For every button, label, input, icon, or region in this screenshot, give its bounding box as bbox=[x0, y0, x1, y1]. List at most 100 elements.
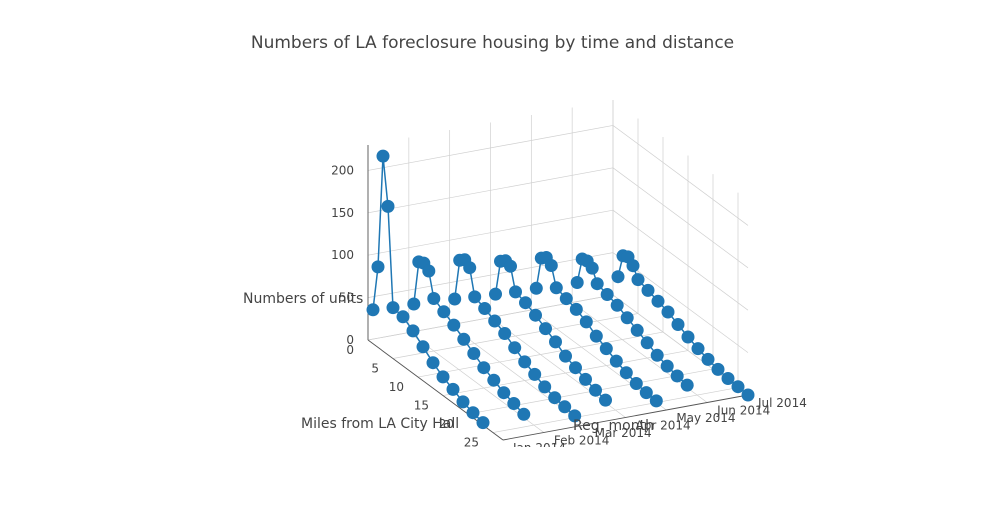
data-point[interactable] bbox=[407, 297, 421, 311]
data-point[interactable] bbox=[447, 318, 461, 332]
data-point[interactable] bbox=[599, 342, 613, 356]
data-point[interactable] bbox=[518, 355, 532, 369]
data-point[interactable] bbox=[468, 290, 482, 304]
data-point[interactable] bbox=[711, 362, 725, 376]
data-point[interactable] bbox=[629, 377, 643, 390]
data-point[interactable] bbox=[569, 302, 583, 316]
data-point[interactable] bbox=[489, 287, 502, 301]
data-point[interactable] bbox=[498, 327, 512, 340]
data-point[interactable] bbox=[436, 370, 450, 384]
data-point[interactable] bbox=[381, 199, 395, 213]
data-point[interactable] bbox=[641, 283, 655, 297]
data-point[interactable] bbox=[620, 311, 634, 325]
data-point[interactable] bbox=[446, 382, 460, 396]
data-point[interactable] bbox=[626, 259, 640, 273]
data-point[interactable] bbox=[426, 356, 440, 370]
z-tick-label: 200 bbox=[331, 163, 354, 177]
x-tick-label: 0 bbox=[346, 343, 354, 357]
data-point[interactable] bbox=[528, 367, 542, 381]
data-point[interactable] bbox=[466, 406, 480, 420]
data-point[interactable] bbox=[680, 378, 694, 392]
data-point[interactable] bbox=[651, 294, 665, 308]
y-tick-label: May 2014 bbox=[676, 411, 735, 425]
data-point[interactable] bbox=[559, 349, 572, 363]
data-point[interactable] bbox=[478, 302, 492, 315]
data-point[interactable] bbox=[538, 380, 552, 394]
data-point[interactable] bbox=[650, 348, 664, 362]
data-point[interactable] bbox=[569, 361, 582, 375]
data-point[interactable] bbox=[504, 259, 517, 273]
data-point[interactable] bbox=[640, 336, 654, 350]
data-point[interactable] bbox=[497, 386, 511, 400]
data-point[interactable] bbox=[670, 369, 684, 383]
data-point[interactable] bbox=[579, 372, 592, 386]
data-point[interactable] bbox=[477, 361, 491, 375]
data-point[interactable] bbox=[544, 259, 558, 272]
data-point[interactable] bbox=[619, 366, 633, 380]
data-point[interactable] bbox=[456, 395, 470, 409]
data-point[interactable] bbox=[376, 149, 390, 163]
data-point[interactable] bbox=[488, 314, 502, 328]
data-point[interactable] bbox=[589, 329, 603, 343]
data-point[interactable] bbox=[639, 386, 653, 400]
data-point[interactable] bbox=[570, 276, 584, 289]
data-point[interactable] bbox=[548, 391, 562, 405]
data-point[interactable] bbox=[600, 288, 614, 301]
data-point[interactable] bbox=[610, 298, 624, 312]
data-point[interactable] bbox=[519, 296, 532, 310]
data-point[interactable] bbox=[422, 264, 436, 278]
data-point[interactable] bbox=[609, 354, 623, 368]
data-point[interactable] bbox=[681, 330, 695, 344]
data-point[interactable] bbox=[630, 323, 644, 337]
data-point[interactable] bbox=[437, 305, 451, 319]
data-point[interactable] bbox=[467, 347, 481, 360]
wall-gridline-z bbox=[367, 209, 614, 256]
z-tick-label: 100 bbox=[331, 248, 354, 262]
data-point[interactable] bbox=[568, 409, 582, 423]
data-point[interactable] bbox=[731, 380, 745, 394]
data-point[interactable] bbox=[649, 394, 663, 408]
data-point[interactable] bbox=[463, 261, 477, 275]
data-point[interactable] bbox=[457, 332, 471, 346]
data-point[interactable] bbox=[590, 277, 604, 291]
data-point[interactable] bbox=[366, 303, 380, 317]
data-point[interactable] bbox=[631, 273, 645, 287]
data-point[interactable] bbox=[396, 310, 410, 324]
wall-gridline-z bbox=[367, 252, 614, 298]
data-point[interactable] bbox=[549, 335, 562, 349]
data-point[interactable] bbox=[558, 400, 572, 414]
data-point[interactable] bbox=[741, 388, 755, 402]
data-point[interactable] bbox=[406, 324, 420, 338]
data-point[interactable] bbox=[371, 260, 385, 274]
data-point[interactable] bbox=[589, 383, 602, 397]
data-point[interactable] bbox=[509, 285, 522, 299]
data-point[interactable] bbox=[539, 322, 552, 336]
data-point[interactable] bbox=[671, 318, 685, 331]
data-point[interactable] bbox=[721, 372, 735, 385]
wall-gridline-z bbox=[612, 125, 749, 226]
data-point[interactable] bbox=[427, 292, 441, 305]
y-tick-label: Mar 2014 bbox=[595, 426, 652, 440]
data-point[interactable] bbox=[585, 261, 599, 275]
data-point[interactable] bbox=[529, 308, 542, 322]
data-point[interactable] bbox=[691, 342, 705, 356]
data-point[interactable] bbox=[529, 281, 543, 295]
data-point[interactable] bbox=[611, 270, 625, 284]
data-point[interactable] bbox=[599, 393, 612, 407]
data-point[interactable] bbox=[386, 301, 400, 315]
data-point[interactable] bbox=[517, 407, 531, 421]
data-point[interactable] bbox=[507, 397, 521, 410]
data-point[interactable] bbox=[549, 281, 563, 295]
data-point[interactable] bbox=[579, 315, 593, 329]
data-point[interactable] bbox=[701, 352, 715, 366]
data-point[interactable] bbox=[508, 341, 522, 355]
data-point[interactable] bbox=[661, 305, 675, 319]
data-point[interactable] bbox=[476, 416, 490, 430]
y-axis-line bbox=[502, 394, 749, 441]
data-point[interactable] bbox=[487, 373, 501, 387]
data-point[interactable] bbox=[559, 292, 573, 306]
data-point[interactable] bbox=[448, 292, 462, 306]
data-point[interactable] bbox=[660, 359, 674, 373]
data-point[interactable] bbox=[416, 340, 430, 354]
